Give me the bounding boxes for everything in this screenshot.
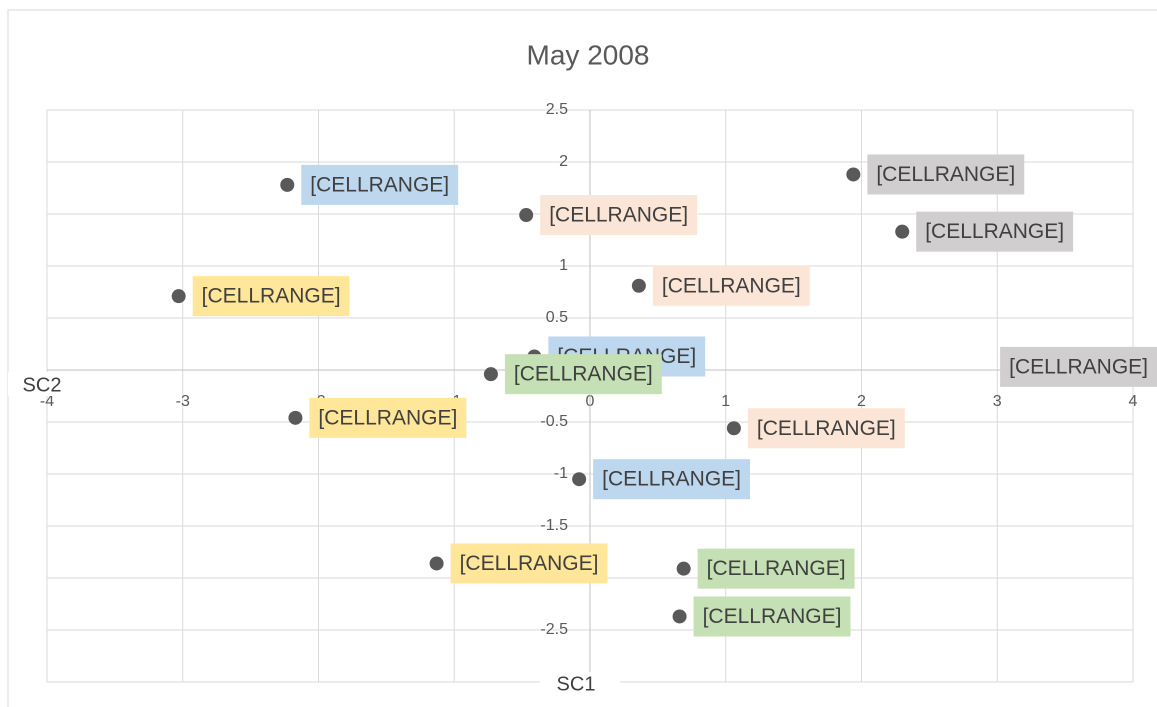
y-axis-title-bg [8,372,88,396]
data-label-bg [309,397,467,438]
point [288,410,303,425]
data-label: [CELLRANGE] [202,285,341,308]
data-label-bg [450,543,608,584]
data-label: [CELLRANGE] [925,220,1064,243]
data-label: [CELLRANGE] [662,274,801,297]
data-label: [CELLRANGE] [1009,355,1148,378]
data-label: [CELLRANGE] [514,363,653,386]
point [846,167,861,182]
point [676,561,691,576]
x-axis-title-bg [540,672,620,702]
data-label: [CELLRANGE] [602,468,741,491]
data-label-bg [747,408,905,449]
data-label-bg [192,276,350,317]
data-label-bg [301,164,459,205]
data-label-bg [916,211,1074,252]
point [895,224,910,239]
point [631,278,646,293]
y-tick-label: -1.5 [540,517,568,534]
data-label: [CELLRANGE] [757,417,896,440]
point [280,177,295,192]
data-label: [CELLRANGE] [876,163,1015,186]
y-tick-label: -1 [554,465,568,482]
point [483,367,498,382]
data-label: [CELLRANGE] [460,552,599,575]
data-label-bg [652,265,810,306]
chart-title: May 2008 [527,39,650,70]
y-tick-label: 0.5 [546,309,568,326]
x-tick-label: -3 [176,393,190,410]
data-label-bg [1000,346,1157,387]
data-label: [CELLRANGE] [703,605,842,628]
data-label: [CELLRANGE] [310,173,449,196]
y-tick-label: 1 [559,257,568,274]
data-label: [CELLRANGE] [707,557,846,580]
x-axis-title: SC1 [557,673,596,695]
x-tick-label: 4 [1129,393,1138,410]
point [171,289,186,304]
y-axis-title: SC2 [23,374,62,396]
x-tick-label: 2 [857,393,866,410]
point [672,609,687,624]
data-label-bg [504,354,662,395]
data-label-bg [697,548,855,589]
x-tick-label: 1 [721,393,730,410]
data-label-bg [693,596,851,637]
point [429,556,444,571]
y-tick-label: 2 [559,153,568,170]
data-label-bg [540,195,698,236]
x-tick-label: -4 [40,393,54,410]
point [519,208,534,223]
x-tick-label: 3 [993,393,1002,410]
y-tick-label: -0.5 [540,413,568,430]
data-label-bg [867,154,1025,195]
point [726,421,741,436]
y-tick-label: 2.5 [546,101,568,118]
data-label: [CELLRANGE] [318,406,457,429]
data-label-bg [593,459,751,500]
y-tick-label: -2.5 [540,621,568,638]
point [572,472,587,487]
data-label: [CELLRANGE] [549,204,688,227]
